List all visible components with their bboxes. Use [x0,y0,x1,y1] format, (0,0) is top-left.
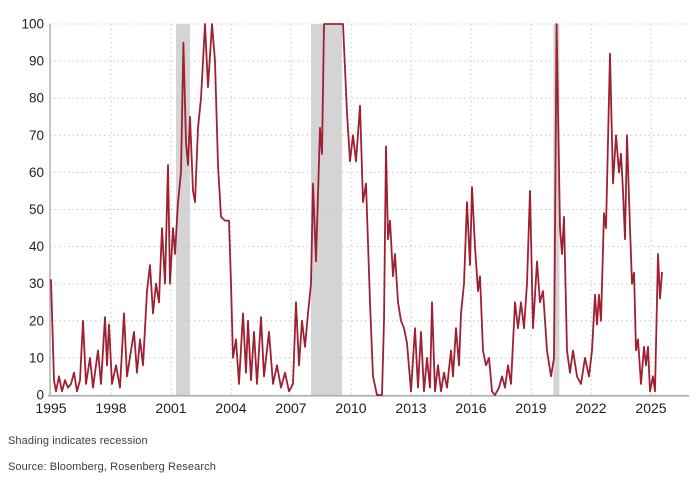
source-credit: Source: Bloomberg, Rosenberg Research [8,461,216,473]
y-tick-label: 70 [29,128,44,143]
y-tick-label: 80 [29,91,44,106]
x-tick-label: 1995 [35,400,66,416]
y-tick-label: 20 [29,313,44,328]
x-tick-label: 2019 [515,400,546,416]
y-tick-label: 60 [29,165,44,180]
x-tick-label: 2022 [575,400,606,416]
recession-band [176,24,190,395]
y-tick-label: 40 [29,239,44,254]
x-tick-label: 2016 [455,400,486,416]
x-tick-label: 2010 [335,400,366,416]
x-tick-label: 2025 [635,400,666,416]
y-tick-label: 50 [29,202,44,217]
x-tick-label: 2013 [395,400,426,416]
y-tick-label: 30 [29,276,44,291]
y-tick-label: 90 [29,54,44,69]
x-tick-label: 1998 [95,400,126,416]
shading-note: Shading indicates recession [8,435,148,447]
recession-probability-chart: 0 10 20 30 40 50 60 70 80 90 100 1995 1998 2001 2004 20… [21,17,689,416]
recession-band [553,24,560,395]
data-line [50,23,663,396]
y-tick-label: 10 [29,350,44,365]
x-tick-label: 2001 [155,400,186,416]
y-tick-label: 100 [21,17,44,32]
x-tick-label: 2004 [215,400,246,416]
x-tick-label: 2007 [275,400,306,416]
chart-canvas: 0 10 20 30 40 50 60 70 80 90 100 1995 1998 2001 2004 20… [21,17,689,416]
y-tick-label: 0 [36,388,44,403]
